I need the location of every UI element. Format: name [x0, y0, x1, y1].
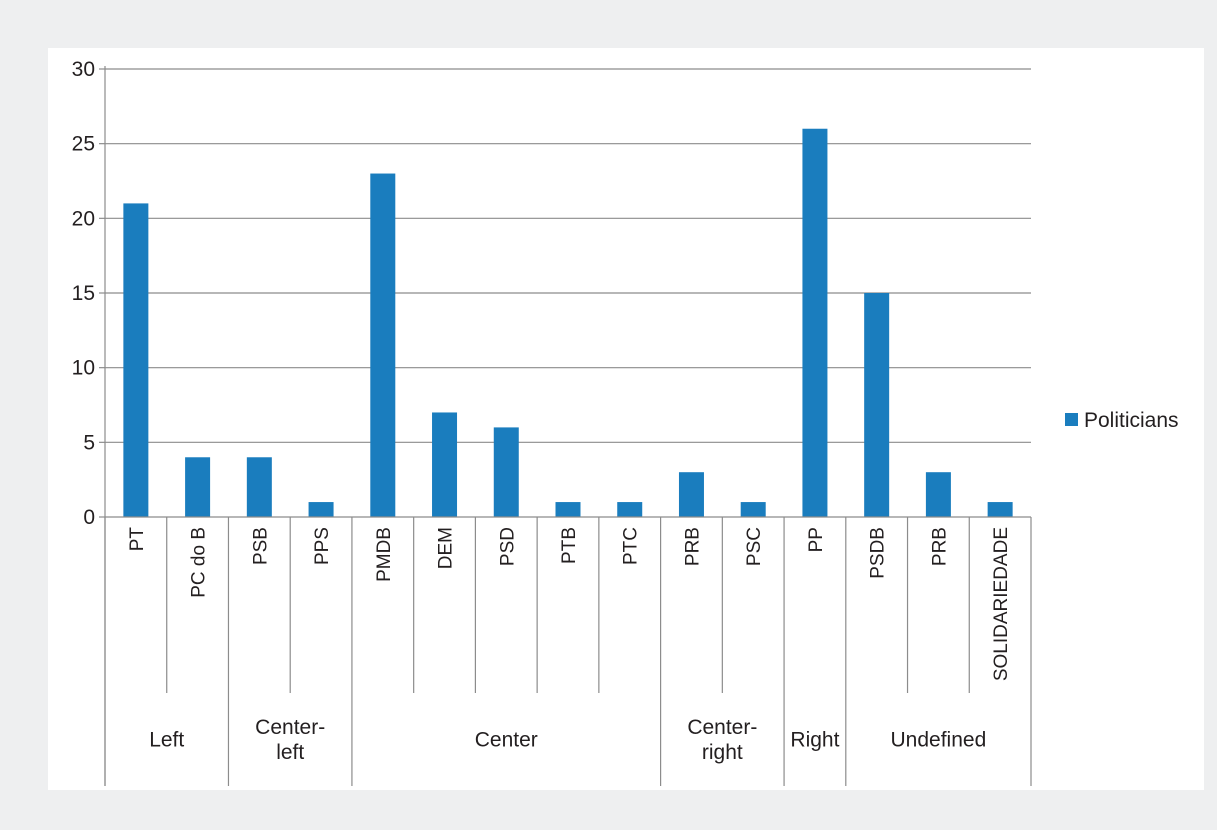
category-label: PTB — [559, 527, 580, 564]
legend: Politicians — [1065, 409, 1179, 432]
category-label: PPS — [312, 527, 333, 565]
bar — [802, 128, 828, 517]
y-tick-label: 25 — [72, 133, 95, 156]
gridlines — [105, 68, 1031, 443]
legend-label-politicians: Politicians — [1084, 409, 1179, 432]
bars — [123, 128, 1013, 517]
legend-swatch-politicians — [1065, 413, 1078, 426]
bar — [555, 502, 581, 517]
category-label: SOLIDARIEDADE — [991, 527, 1012, 681]
category-label: PP — [806, 527, 827, 552]
bar — [864, 293, 890, 517]
y-tick-label: 10 — [72, 357, 95, 380]
category-label: PT — [127, 527, 148, 552]
category-label: PSDB — [868, 527, 889, 579]
bar — [617, 502, 643, 517]
bar — [432, 412, 458, 517]
bar — [370, 173, 396, 517]
bar — [925, 472, 951, 517]
y-tick-label: 20 — [72, 207, 95, 230]
category-label: PRB — [929, 527, 950, 566]
category-label: PSB — [250, 527, 271, 565]
group-label: Undefined — [891, 729, 987, 752]
y-tick-label: 5 — [83, 431, 95, 454]
group-label: Center-left — [255, 716, 325, 764]
group-label: Right — [790, 729, 839, 752]
bar — [123, 203, 149, 517]
category-label: PC do B — [189, 527, 210, 598]
chart-panel: 0 5 10 15 20 25 30 PT PC do B PSB PPS PMDB DEM PSD PT… — [48, 48, 1204, 790]
bar — [493, 427, 519, 517]
y-tick-label: 0 — [83, 506, 95, 529]
category-label: PRB — [682, 527, 703, 566]
bar — [185, 457, 211, 517]
group-label: Center-right — [687, 716, 757, 764]
y-axis-ticks: 0 5 10 15 20 25 30 — [72, 58, 95, 529]
group-axis: Left Center-left Center Center-right Right Un… — [149, 716, 986, 764]
category-label: DEM — [436, 527, 457, 569]
bar — [987, 502, 1013, 517]
category-label: PSD — [497, 527, 518, 566]
group-label: Left — [149, 729, 184, 752]
category-axis: PT PC do B PSB PPS PMDB DEM PSD PTB PTC PRB PSC PP P… — [127, 527, 1012, 682]
y-tick-label: 30 — [72, 58, 95, 81]
bar — [678, 472, 704, 517]
category-label: PTC — [621, 527, 642, 565]
y-tick-label: 15 — [72, 282, 95, 305]
bar — [308, 502, 334, 517]
category-label: PMDB — [374, 527, 395, 582]
bar — [246, 457, 272, 517]
group-label: Center — [475, 729, 538, 752]
category-label: PSC — [744, 527, 765, 566]
axes — [99, 66, 1032, 786]
bar — [740, 502, 766, 517]
